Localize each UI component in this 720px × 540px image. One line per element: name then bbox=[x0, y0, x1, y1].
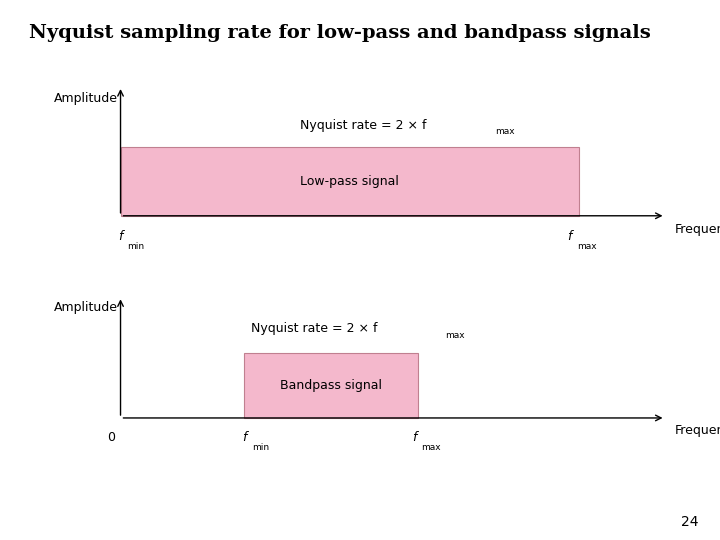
Text: max: max bbox=[577, 242, 597, 252]
Text: Frequency: Frequency bbox=[675, 223, 720, 236]
Text: Nyquist rate = 2 × f: Nyquist rate = 2 × f bbox=[300, 119, 426, 132]
Text: Amplitude: Amplitude bbox=[53, 92, 117, 105]
Text: f: f bbox=[118, 230, 122, 243]
Text: Amplitude: Amplitude bbox=[53, 301, 117, 314]
Text: min: min bbox=[252, 443, 269, 451]
Text: 24: 24 bbox=[681, 515, 698, 529]
Text: Bandpass signal: Bandpass signal bbox=[280, 379, 382, 392]
Bar bbox=[120, 147, 579, 216]
Text: f: f bbox=[413, 431, 417, 444]
Text: f: f bbox=[242, 431, 246, 444]
Text: max: max bbox=[495, 126, 515, 136]
Text: min: min bbox=[127, 242, 145, 252]
Text: max: max bbox=[446, 331, 465, 340]
Text: f: f bbox=[567, 230, 572, 243]
Bar bbox=[244, 353, 418, 418]
Text: 0: 0 bbox=[107, 431, 115, 444]
Text: Frequency: Frequency bbox=[675, 424, 720, 437]
Text: Low-pass signal: Low-pass signal bbox=[300, 175, 399, 188]
Text: Nyquist rate = 2 × f: Nyquist rate = 2 × f bbox=[251, 322, 377, 335]
Text: max: max bbox=[421, 443, 441, 451]
Text: Nyquist sampling rate for low-pass and bandpass signals: Nyquist sampling rate for low-pass and b… bbox=[29, 24, 651, 42]
